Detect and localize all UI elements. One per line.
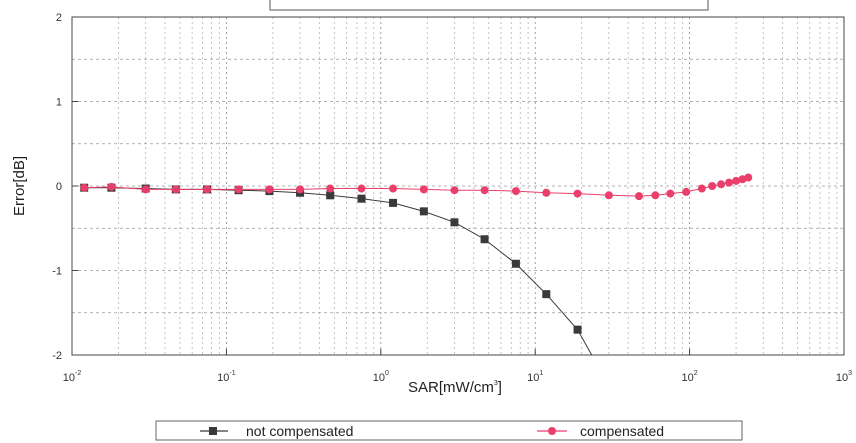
x-tick-label: 103 — [836, 370, 852, 384]
data-point-compensated — [326, 184, 335, 193]
x-tick-label: 10-2 — [63, 370, 82, 384]
data-point-compensated — [203, 185, 212, 194]
series-lines — [84, 177, 749, 355]
data-point-not-compensated — [480, 235, 489, 244]
data-point-compensated — [682, 187, 691, 196]
x-tick-label: 100 — [373, 370, 389, 384]
data-point-compensated — [171, 185, 180, 194]
data-point-compensated — [357, 184, 366, 193]
x-tick-label: 10-1 — [217, 370, 236, 384]
data-point-not-compensated — [389, 198, 398, 207]
data-point-not-compensated — [450, 218, 459, 227]
y-axis-title: Error[dB] — [11, 156, 28, 216]
data-point-compensated — [141, 185, 150, 194]
data-point-compensated — [234, 185, 243, 194]
data-point-compensated — [511, 187, 520, 196]
data-point-compensated — [708, 182, 717, 190]
data-point-compensated — [419, 185, 428, 194]
data-point-compensated — [107, 182, 116, 191]
top-box — [269, 0, 709, 11]
legend: not compensated compensated — [155, 420, 743, 441]
data-point-compensated — [542, 188, 551, 197]
y-tick-label: 1 — [56, 97, 62, 109]
y-tick-label: 0 — [56, 181, 62, 193]
data-point-compensated — [717, 180, 726, 189]
x-axis-title-sup: 3 — [494, 380, 498, 387]
x-axis-title-main: SAR[mW/cm — [408, 379, 494, 396]
x-axis-title: SAR[mW/cm3] — [408, 379, 502, 396]
data-point-not-compensated — [573, 325, 582, 334]
legend-marker-compensated — [548, 427, 556, 435]
data-point-not-compensated — [542, 290, 551, 299]
y-tick-label: -2 — [52, 350, 62, 362]
data-point-compensated — [389, 184, 398, 193]
legend-frame — [155, 420, 743, 441]
data-point-compensated — [80, 183, 89, 192]
series-line-not-compensated — [84, 187, 593, 355]
data-point-compensated — [744, 173, 753, 182]
y-tick-label: 2 — [56, 12, 62, 24]
data-point-compensated — [697, 184, 706, 193]
y-tick-label: -1 — [52, 266, 62, 278]
data-point-not-compensated — [357, 194, 366, 203]
x-tick-label: 102 — [682, 370, 698, 384]
data-point-compensated — [725, 178, 734, 187]
data-point-compensated — [573, 189, 582, 198]
data-point-compensated — [450, 186, 459, 195]
data-point-compensated — [480, 186, 489, 195]
data-point-not-compensated — [326, 191, 335, 200]
data-point-compensated — [634, 192, 643, 201]
data-point-compensated — [732, 176, 741, 185]
x-axis-title-end: ] — [498, 379, 502, 396]
data-point-not-compensated — [511, 259, 520, 268]
x-tick-label: 101 — [527, 370, 543, 384]
grid — [71, 17, 844, 355]
data-point-compensated — [651, 191, 660, 200]
data-point-compensated — [296, 185, 305, 194]
data-point-compensated — [604, 191, 613, 200]
series-markers — [80, 173, 753, 334]
legend-label-not-compensated: not compensated — [246, 423, 353, 439]
data-point-compensated — [666, 189, 675, 198]
legend-label-compensated: compensated — [580, 423, 664, 439]
data-point-not-compensated — [419, 207, 428, 216]
ticks: 10-2 10-1 100 101 102 103 -2 -1 0 1 2 — [52, 12, 852, 384]
legend-marker-not-compensated — [209, 427, 217, 435]
data-point-compensated — [265, 185, 274, 194]
series-line-compensated — [84, 177, 749, 197]
